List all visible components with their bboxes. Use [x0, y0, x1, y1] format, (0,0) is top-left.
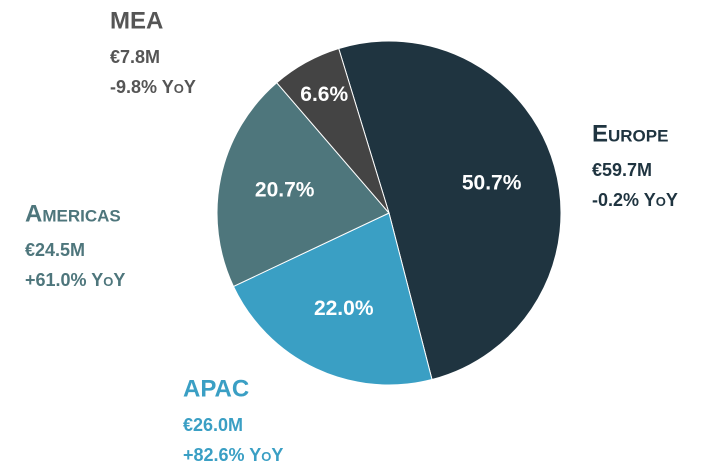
change-label: +61.0% YoY — [25, 270, 125, 290]
category-label: APAC — [183, 375, 249, 402]
revenue-label: €59.7M — [592, 160, 652, 180]
pie-slice — [216, 82, 390, 288]
category-label: MEA — [110, 7, 163, 34]
slice-label: 22.0% — [314, 297, 374, 320]
pie-slice — [232, 212, 433, 386]
slice-label: 20.7% — [255, 178, 315, 201]
change-label: +82.6% YoY — [183, 445, 283, 465]
slice-label: 6.6% — [300, 83, 348, 106]
revenue-label: €24.5M — [25, 240, 85, 260]
revenue-label: €7.8M — [110, 47, 160, 67]
category-label: Europe — [592, 120, 668, 147]
change-label: -0.2% YoY — [592, 190, 678, 210]
category-label: Americas — [25, 200, 121, 227]
slice-label: 50.7% — [462, 172, 522, 195]
revenue-label: €26.0M — [183, 415, 243, 435]
pie-slice — [338, 40, 562, 381]
pie-slice — [275, 47, 390, 214]
change-label: -9.8% YoY — [110, 77, 196, 97]
